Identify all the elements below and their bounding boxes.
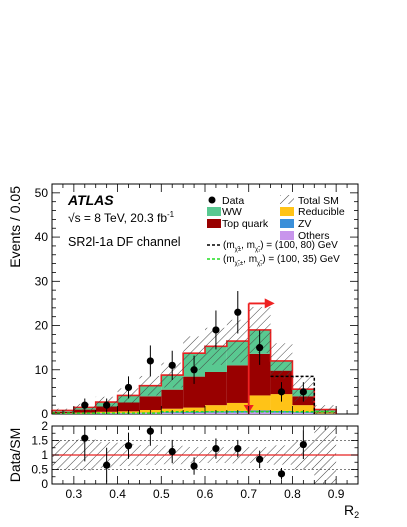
x-axis-label-subscript: 2 — [354, 510, 359, 520]
data-point — [124, 383, 133, 392]
region-label: SR2l-1a DF channel — [68, 235, 181, 249]
legend-marker-ww — [207, 207, 221, 216]
legend-label-ww: WW — [222, 206, 242, 218]
stack-bar-top-quark — [226, 365, 249, 403]
legend-marker-top-quark — [207, 219, 221, 228]
ratio-point — [168, 447, 176, 456]
legend-marker-others — [280, 231, 294, 240]
x-axis-label: R2 — [344, 502, 359, 520]
ratio-point — [81, 434, 89, 442]
stack-bar-top-quark — [117, 402, 140, 412]
legend-label-top-quark: Top quark — [222, 218, 269, 230]
total-sm-uncertainty-band — [226, 319, 249, 363]
stack-bar-reducible — [226, 402, 249, 411]
total-sm-uncertainty-band — [314, 405, 337, 414]
y-tick-label: 50 — [35, 186, 49, 200]
x-tick-label: 0.8 — [284, 487, 301, 501]
legend-label-signal-2: (mχ̃₁±, mχ̃₁) = (100, 35) GeV — [223, 254, 340, 267]
legend-label-data: Data — [222, 195, 244, 207]
ratio-y-tick-label: 1.5 — [31, 434, 48, 448]
y-tick-label: 40 — [35, 230, 49, 244]
data-point — [103, 401, 111, 409]
x-tick-label: 0.7 — [240, 487, 257, 501]
x-tick-label: 0.6 — [197, 487, 214, 501]
x-tick-label: 0.3 — [66, 487, 83, 501]
legend-label-zv: ZV — [298, 218, 311, 230]
legend-label-reducible: Reducible — [298, 206, 345, 218]
stack-bar-top-quark — [183, 376, 205, 408]
signal-line-1 — [270, 375, 316, 414]
y-tick-label: 30 — [35, 274, 49, 288]
stack-bar-reducible — [270, 394, 293, 411]
data-point — [146, 357, 154, 365]
legend-label-others: Others — [298, 230, 330, 242]
ratio-point — [277, 470, 286, 478]
y-tick-label: 10 — [35, 363, 49, 377]
ratio-y-axis-label: Data/SM — [7, 428, 23, 482]
ratio-plot — [52, 426, 358, 484]
y-axis-label: Events / 0.05 — [7, 186, 23, 268]
data-point — [212, 326, 220, 334]
ratio-point — [190, 462, 198, 470]
data-point — [81, 401, 89, 409]
experiment-label: ATLAS — [67, 192, 114, 208]
ratio-y-tick-label: 0 — [41, 477, 48, 491]
data-point — [234, 308, 242, 316]
ratio-point — [103, 461, 111, 469]
stack-bar-reducible — [292, 405, 315, 413]
x-tick-label: 0.5 — [153, 487, 170, 501]
legend: Data Total SM WW Reducible Top quark ZV … — [207, 195, 345, 267]
total-sm-uncertainty-band — [270, 343, 293, 379]
ratio-point — [124, 442, 133, 450]
ratio-y-tick-label: 1 — [41, 448, 48, 462]
energy-label-superscript: -1 — [167, 210, 175, 219]
legend-label-signal-1: (mχ̃±, mχ̃₁) = (100, 80) GeV — [223, 240, 338, 253]
stack-bar-top-quark — [205, 371, 227, 406]
ratio-point — [146, 427, 154, 435]
ratio-y-tick-label: 2 — [41, 419, 48, 433]
ratio-point — [256, 455, 264, 463]
ratio-point — [234, 445, 242, 453]
legend-label-total-sm: Total SM — [298, 195, 339, 207]
stack-bar-reducible — [248, 395, 271, 411]
stack-bar-top-quark — [248, 353, 271, 396]
ratio-y-tick-label: 0.5 — [31, 463, 48, 477]
ratio-point — [212, 445, 220, 453]
ratio-point — [299, 440, 307, 449]
legend-marker-reducible — [280, 207, 294, 216]
stack-bar-reducible — [205, 405, 227, 412]
total-sm-uncertainty-band — [248, 306, 271, 353]
cut-arrow-head — [264, 298, 275, 309]
y-tick-label: 20 — [35, 319, 49, 333]
energy-label: √s = 8 TeV, 20.3 fb-1 — [68, 210, 175, 225]
data-point — [256, 344, 264, 352]
data-point — [168, 361, 176, 369]
total-sm-uncertainty-band — [183, 336, 205, 370]
legend-marker-data — [208, 196, 216, 204]
data-point — [277, 388, 286, 396]
stack-bar-reducible — [183, 407, 205, 413]
data-point — [190, 366, 198, 374]
axes: 0.3 0.4 0.5 0.6 0.7 0.8 0.90102030405000.511.5… — [31, 183, 359, 501]
data-point — [299, 388, 307, 396]
x-tick-label: 0.4 — [109, 487, 126, 501]
main-plot — [51, 291, 337, 414]
total-sm-uncertainty-band — [139, 375, 162, 396]
stack-bar-top-quark — [161, 389, 184, 409]
x-tick-label: 0.9 — [328, 487, 345, 501]
legend-marker-total-sm — [280, 195, 294, 204]
legend-marker-zv — [280, 219, 294, 228]
stack-bar-top-quark — [139, 396, 162, 411]
y-tick-label: 0 — [41, 407, 48, 421]
